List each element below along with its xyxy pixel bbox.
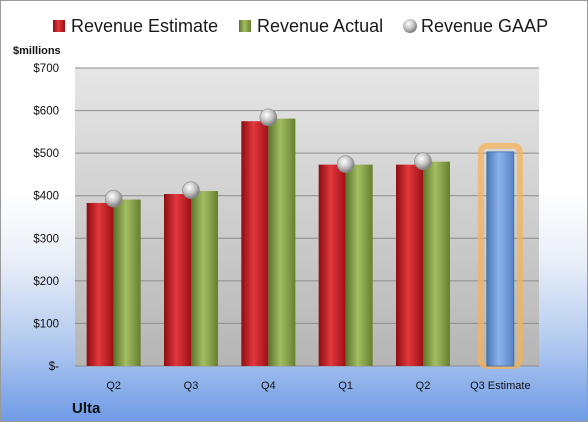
x-tick-label: Q4 (261, 380, 276, 392)
legend-label-revenue-actual: Revenue Actual (257, 16, 383, 36)
x-tick-label: Q3 Estimate (470, 380, 531, 392)
plot-area (75, 68, 539, 366)
point-revenue-gaap (182, 181, 200, 199)
y-tick-label: $500 (33, 148, 59, 160)
y-tick-label: $400 (33, 191, 59, 203)
y-tick-label: $600 (33, 106, 59, 118)
point-revenue-gaap (104, 189, 123, 208)
bar-revenue-actual (423, 161, 450, 366)
y-tick-label: $200 (33, 276, 59, 288)
y-tick-label: $300 (33, 233, 59, 245)
y-axis-unit-label: $millions (13, 45, 61, 57)
legend-swatch-revenue-actual (239, 20, 251, 32)
bar-q3-estimate (486, 151, 515, 367)
bar-revenue-actual (268, 118, 296, 366)
point-revenue-gaap (336, 155, 355, 174)
legend-label-revenue-gaap: Revenue GAAP (421, 16, 548, 36)
y-axis-ticks: $- $100 $200 $300 $400 $500 $600 $700 (33, 63, 59, 373)
x-tick-label: Q3 (184, 380, 199, 392)
bar-revenue-estimate (318, 164, 346, 366)
bar-revenue-estimate (164, 194, 191, 366)
company-label: Ulta (72, 400, 101, 417)
x-tick-label: Q2 (106, 380, 121, 392)
legend: Revenue Estimate Revenue Actual Revenue … (53, 16, 548, 36)
x-tick-label: Q2 (416, 380, 431, 392)
bars (86, 108, 523, 369)
x-tick-label: Q1 (338, 380, 353, 392)
legend-swatch-revenue-estimate (53, 20, 65, 32)
x-axis-ticks: Q2 Q3 Q4 Q1 Q2 Q3 Estimate (106, 380, 530, 392)
point-revenue-gaap (414, 152, 432, 171)
bar-revenue-actual (191, 191, 218, 366)
legend-label-revenue-estimate: Revenue Estimate (71, 16, 218, 36)
gridlines (75, 67, 539, 367)
y-tick-label: $700 (33, 63, 59, 75)
bar-revenue-estimate (396, 164, 423, 366)
point-revenue-gaap (259, 108, 278, 127)
legend-marker-revenue-gaap (403, 19, 417, 33)
y-tick-label: $- (49, 361, 59, 373)
y-tick-label: $100 (33, 318, 59, 330)
bar-revenue-estimate (86, 202, 114, 366)
bar-revenue-actual (345, 164, 373, 366)
bar-revenue-actual (113, 199, 141, 366)
bar-revenue-estimate (241, 121, 269, 366)
